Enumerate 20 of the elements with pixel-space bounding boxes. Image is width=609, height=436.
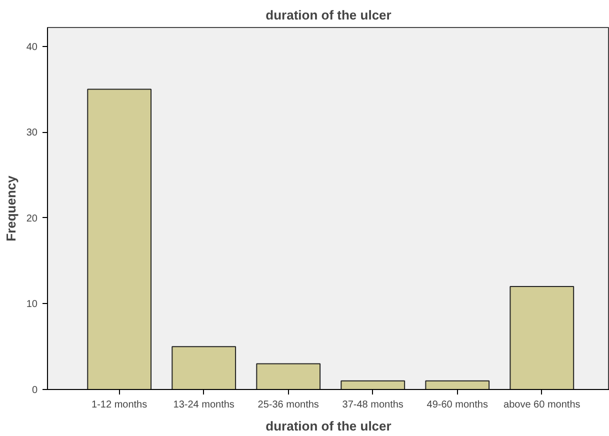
x-tick-label: 1-12 months bbox=[92, 400, 148, 410]
y-tick-label: 0 bbox=[32, 385, 38, 396]
bar bbox=[87, 88, 152, 390]
x-tick-label: above 60 months bbox=[504, 400, 580, 410]
y-tick-label: 10 bbox=[26, 299, 38, 310]
x-tick-label: 25-36 months bbox=[258, 400, 319, 410]
bar bbox=[172, 346, 236, 390]
x-axis-title: duration of the ulcer bbox=[266, 418, 392, 434]
bar bbox=[510, 286, 574, 390]
x-tick-label: 13-24 months bbox=[173, 400, 234, 410]
x-tick-label: 49-60 months bbox=[426, 400, 488, 410]
y-axis-title: Frequency bbox=[3, 174, 18, 242]
x-tick-label: 37-48 months bbox=[342, 400, 404, 410]
bar bbox=[256, 363, 321, 390]
y-tick-label: 40 bbox=[26, 42, 38, 53]
chart-title: duration of the ulcer bbox=[266, 8, 392, 22]
bar bbox=[340, 380, 406, 390]
y-tick-label: 20 bbox=[26, 213, 38, 224]
bar bbox=[425, 380, 490, 390]
y-tick-label: 30 bbox=[26, 128, 38, 139]
